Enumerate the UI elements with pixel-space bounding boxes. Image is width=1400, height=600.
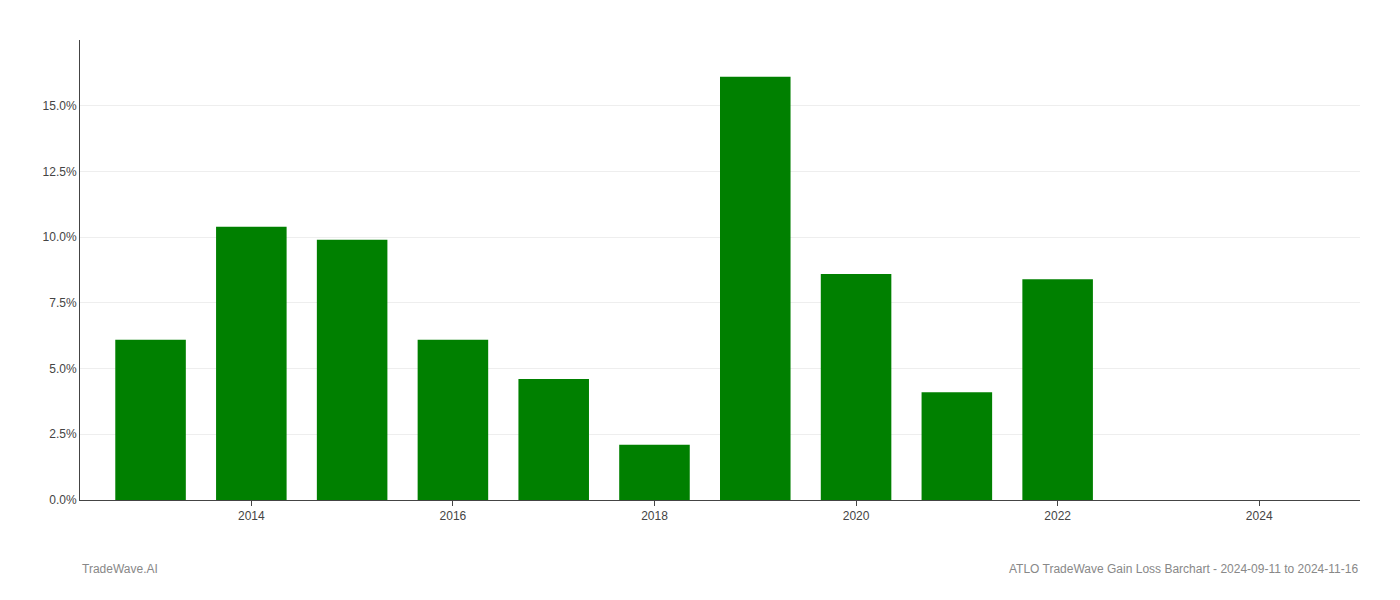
svg-text:15.0%: 15.0% bbox=[43, 99, 77, 113]
svg-text:2014: 2014 bbox=[238, 509, 265, 523]
svg-text:2022: 2022 bbox=[1044, 509, 1071, 523]
svg-text:TradeWave.AI: TradeWave.AI bbox=[82, 562, 158, 576]
svg-text:5.0%: 5.0% bbox=[49, 362, 77, 376]
svg-text:10.0%: 10.0% bbox=[43, 230, 77, 244]
svg-text:2.5%: 2.5% bbox=[49, 427, 77, 441]
svg-text:ATLO TradeWave Gain Loss Barch: ATLO TradeWave Gain Loss Barchart - 2024… bbox=[1009, 562, 1358, 576]
svg-text:2020: 2020 bbox=[843, 509, 870, 523]
svg-text:2024: 2024 bbox=[1246, 509, 1273, 523]
svg-text:0.0%: 0.0% bbox=[49, 493, 77, 507]
svg-text:2018: 2018 bbox=[641, 509, 668, 523]
svg-text:2016: 2016 bbox=[440, 509, 467, 523]
svg-text:7.5%: 7.5% bbox=[49, 296, 77, 310]
svg-text:12.5%: 12.5% bbox=[43, 165, 77, 179]
